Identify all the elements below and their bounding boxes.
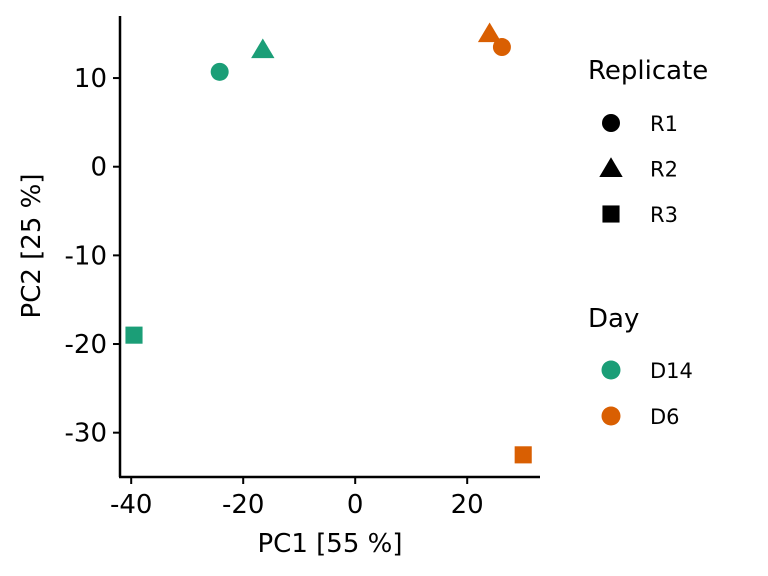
y-tick-label: -30 [65, 419, 107, 449]
legend-title-replicate: Replicate [588, 56, 708, 86]
y-axis-title: PC2 [25 %] [17, 174, 47, 319]
legend-label-r1: R1 [650, 112, 678, 136]
data-point-d6-r2 [477, 22, 502, 43]
legend-label-r2: R2 [650, 158, 678, 182]
data-point-d14-r1 [210, 62, 229, 81]
legend-label-r3: R3 [650, 203, 678, 227]
data-point-d14-r3 [125, 326, 143, 344]
legend-key-r3 [602, 205, 620, 223]
axes: -40 -20 0 20 -30 -20 -10 0 10 [65, 16, 540, 520]
y-tick-label: -10 [65, 241, 107, 271]
data-points [125, 22, 532, 464]
data-point-d6-r3 [514, 446, 532, 464]
legend-title-day: Day [588, 304, 639, 334]
x-axis-title: PC1 [55 %] [258, 529, 403, 559]
data-point-d6-r1 [492, 38, 511, 57]
data-point-d14-r2 [251, 38, 275, 59]
y-tick-label: 0 [90, 153, 107, 183]
legend-key-r2 [599, 157, 623, 177]
legend-label-d6: D6 [650, 405, 680, 429]
y-tick-label: 10 [74, 64, 107, 94]
legend: Replicate R1 R2 R3 Day D14 D6 [588, 56, 708, 429]
legend-key-d14 [601, 360, 621, 380]
legend-key-d6 [601, 406, 621, 426]
x-tick-label: 0 [347, 490, 364, 520]
x-tick-label: 20 [451, 490, 484, 520]
legend-key-r1 [602, 114, 620, 132]
y-tick-label: -20 [65, 330, 107, 360]
legend-label-d14: D14 [650, 359, 693, 383]
x-tick-label: -40 [110, 490, 152, 520]
x-tick-label: -20 [222, 490, 264, 520]
